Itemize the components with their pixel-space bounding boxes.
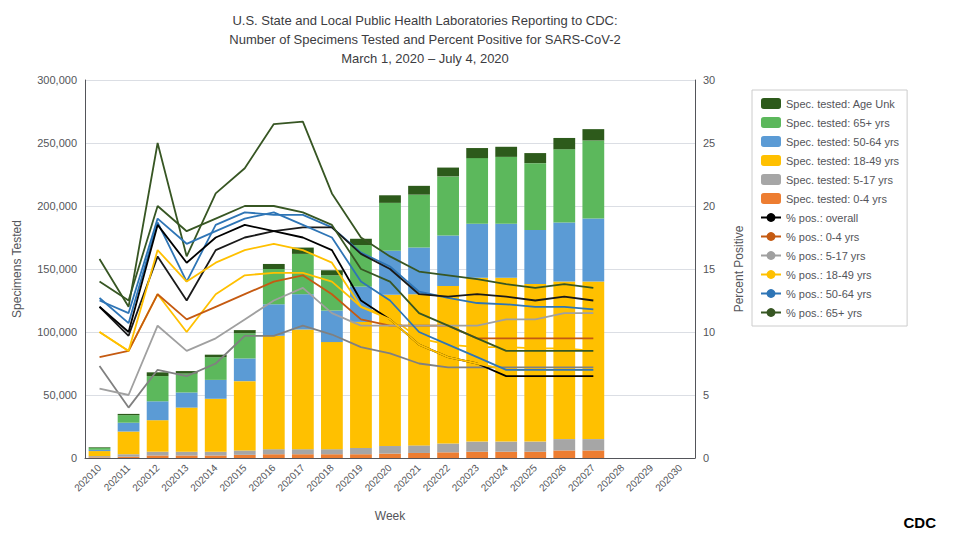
svg-text:Percent Positive: Percent Positive	[732, 225, 746, 312]
svg-text:202027: 202027	[566, 462, 598, 494]
svg-text:Number of Specimens Tested and: Number of Specimens Tested and Percent P…	[229, 32, 620, 47]
svg-text:202014: 202014	[188, 462, 220, 494]
svg-text:50,000: 50,000	[43, 389, 77, 401]
svg-text:202026: 202026	[537, 462, 569, 494]
svg-text:% pos.: 5-17 yrs: % pos.: 5-17 yrs	[786, 250, 866, 262]
svg-text:% pos.: overall: % pos.: overall	[786, 212, 858, 224]
svg-text:Spec. tested: Age Unk: Spec. tested: Age Unk	[786, 98, 895, 110]
svg-text:Week: Week	[375, 509, 406, 523]
svg-text:30: 30	[703, 74, 715, 86]
svg-text:202011: 202011	[102, 462, 133, 493]
svg-text:5: 5	[703, 389, 709, 401]
svg-text:202021: 202021	[392, 462, 424, 494]
svg-text:Spec. tested: 50-64 yrs: Spec. tested: 50-64 yrs	[786, 136, 900, 148]
svg-text:202020: 202020	[363, 462, 395, 494]
svg-text:202012: 202012	[130, 462, 162, 494]
svg-text:CDC: CDC	[904, 514, 937, 531]
svg-text:202016: 202016	[246, 462, 278, 494]
svg-text:% pos.: 50-64 yrs: % pos.: 50-64 yrs	[786, 288, 872, 300]
svg-text:150,000: 150,000	[37, 263, 77, 275]
svg-text:200,000: 200,000	[37, 200, 77, 212]
svg-text:0: 0	[703, 452, 709, 464]
svg-text:25: 25	[703, 137, 715, 149]
svg-text:10: 10	[703, 326, 715, 338]
svg-text:202010: 202010	[72, 462, 104, 494]
svg-text:% pos.: 65+ yrs: % pos.: 65+ yrs	[786, 307, 863, 319]
svg-text:March 1, 2020 – July 4, 2020: March 1, 2020 – July 4, 2020	[341, 51, 509, 66]
svg-text:202018: 202018	[304, 462, 336, 494]
svg-text:300,000: 300,000	[37, 74, 77, 86]
svg-text:202013: 202013	[159, 462, 191, 494]
svg-text:202025: 202025	[508, 462, 540, 494]
svg-text:Spec. tested: 65+ yrs: Spec. tested: 65+ yrs	[786, 117, 890, 129]
svg-text:15: 15	[703, 263, 715, 275]
svg-text:202017: 202017	[275, 462, 307, 494]
svg-text:Specimens Tested: Specimens Tested	[10, 220, 24, 318]
svg-text:Spec. tested: 0-4 yrs: Spec. tested: 0-4 yrs	[786, 193, 887, 205]
svg-text:202030: 202030	[653, 462, 685, 494]
svg-text:Spec. tested: 18-49 yrs: Spec. tested: 18-49 yrs	[786, 155, 900, 167]
svg-text:202019: 202019	[333, 462, 365, 494]
svg-text:% pos.: 0-4 yrs: % pos.: 0-4 yrs	[786, 231, 860, 243]
svg-text:0: 0	[71, 452, 77, 464]
svg-text:202022: 202022	[421, 462, 453, 494]
svg-text:250,000: 250,000	[37, 137, 77, 149]
svg-text:202024: 202024	[479, 462, 511, 494]
svg-text:100,000: 100,000	[37, 326, 77, 338]
svg-text:202029: 202029	[624, 462, 656, 494]
svg-text:20: 20	[703, 200, 715, 212]
svg-text:202023: 202023	[450, 462, 482, 494]
svg-text:% pos.: 18-49 yrs: % pos.: 18-49 yrs	[786, 269, 872, 281]
svg-text:Spec. tested: 5-17 yrs: Spec. tested: 5-17 yrs	[786, 174, 893, 186]
svg-text:202028: 202028	[595, 462, 627, 494]
svg-text:202015: 202015	[217, 462, 249, 494]
svg-text:U.S. State and Local Public He: U.S. State and Local Public Health Labor…	[232, 13, 617, 28]
